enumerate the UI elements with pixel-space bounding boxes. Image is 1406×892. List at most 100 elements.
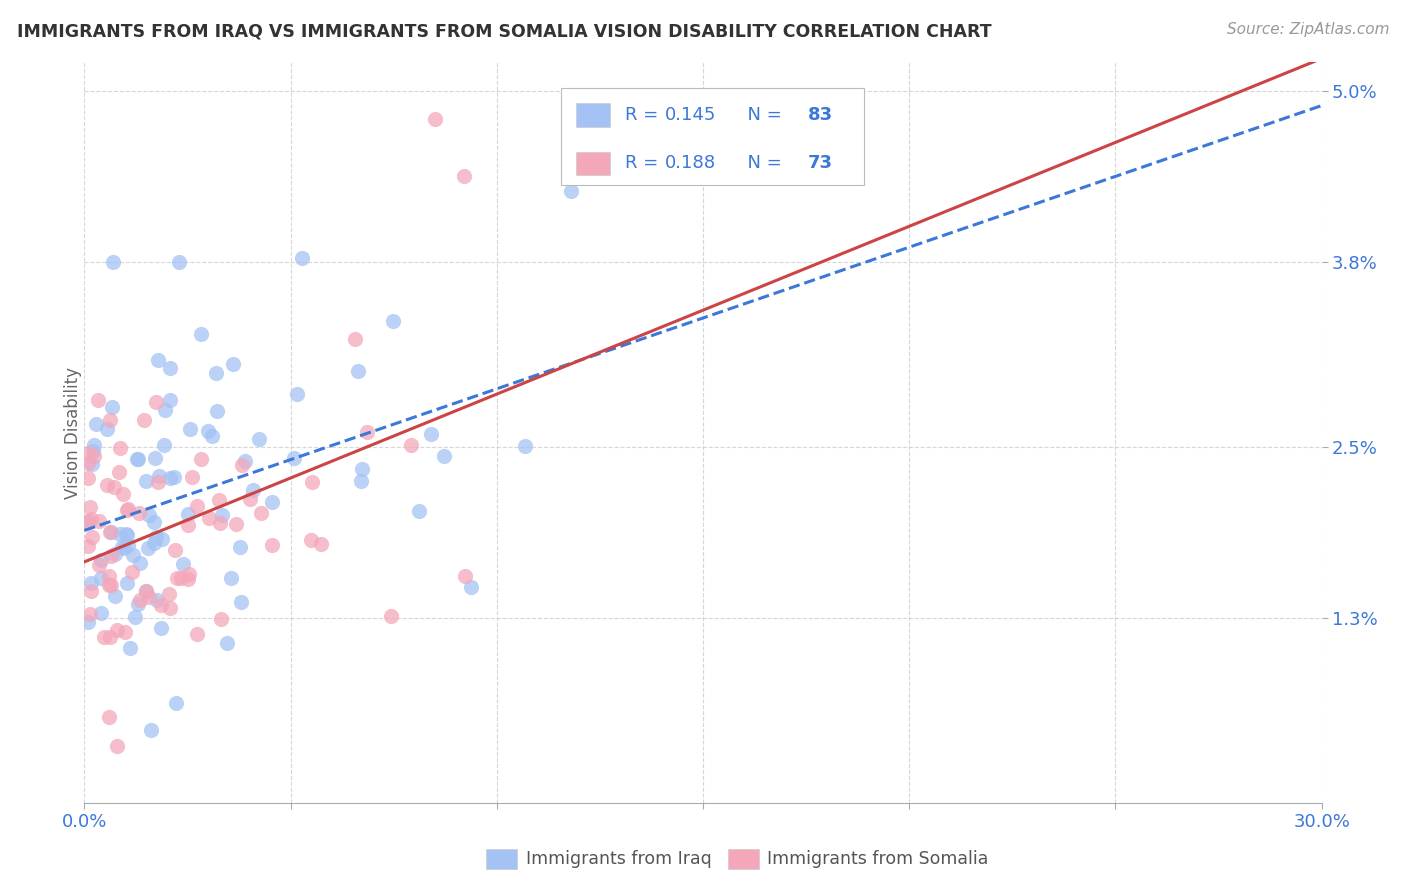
Point [350, 462, 373, 476]
Point [115, 576, 138, 591]
Point [103, 590, 125, 604]
Point [115, 528, 138, 542]
Point [100, 578, 122, 592]
Point [104, 547, 127, 561]
Point [105, 739, 128, 753]
Point [143, 515, 166, 529]
Point [129, 592, 152, 607]
Text: R =: R = [626, 154, 664, 172]
Point [127, 598, 149, 612]
Point [90, 553, 112, 567]
Point [159, 600, 181, 615]
Point [112, 541, 135, 556]
Point [262, 538, 284, 552]
Point [111, 540, 134, 554]
Point [163, 542, 186, 557]
Point [87, 392, 110, 407]
Point [291, 252, 314, 266]
Point [77, 615, 100, 629]
Point [262, 495, 284, 509]
Point [399, 438, 422, 452]
Text: N =: N = [737, 154, 787, 172]
Point [204, 366, 226, 380]
Point [132, 413, 155, 427]
Point [222, 357, 245, 371]
Point [208, 493, 231, 508]
Point [117, 502, 139, 516]
Point [128, 506, 150, 520]
Point [513, 439, 536, 453]
Point [145, 530, 167, 544]
Point [122, 548, 145, 562]
Point [560, 184, 582, 198]
Point [117, 538, 139, 552]
Point [77, 457, 100, 471]
Point [172, 557, 194, 571]
Point [419, 427, 441, 442]
Point [79, 576, 101, 591]
Bar [486, 848, 517, 870]
Point [208, 516, 231, 530]
Point [146, 593, 169, 607]
Point [82, 444, 104, 458]
Point [209, 612, 232, 626]
Point [167, 254, 190, 268]
Point [433, 449, 456, 463]
Point [118, 641, 141, 656]
Point [103, 479, 125, 493]
Point [100, 549, 122, 564]
Point [135, 583, 157, 598]
Bar [575, 103, 610, 128]
Point [347, 364, 370, 378]
Point [127, 452, 149, 467]
Point [153, 402, 176, 417]
Point [77, 539, 100, 553]
Point [142, 536, 165, 550]
Point [98, 630, 121, 644]
Point [96, 421, 118, 435]
Point [128, 557, 150, 571]
Point [103, 254, 125, 268]
Point [98, 413, 121, 427]
Point [205, 403, 228, 417]
Point [233, 454, 256, 468]
Point [100, 524, 122, 539]
Point [197, 425, 219, 439]
Text: N =: N = [737, 106, 787, 124]
Point [98, 524, 121, 539]
Point [121, 565, 143, 579]
Point [250, 506, 273, 520]
Y-axis label: Vision Disability: Vision Disability [65, 367, 82, 499]
Point [135, 475, 157, 489]
Text: Immigrants from Iraq: Immigrants from Iraq [526, 850, 711, 868]
Point [138, 508, 160, 523]
Point [177, 518, 200, 533]
Point [83, 438, 105, 452]
Point [166, 571, 188, 585]
Point [136, 541, 159, 556]
Point [356, 425, 378, 439]
Point [179, 422, 201, 436]
Point [96, 478, 118, 492]
Point [89, 558, 111, 572]
Text: R =: R = [626, 106, 664, 124]
Point [225, 517, 247, 532]
Point [90, 570, 112, 584]
Point [453, 169, 475, 184]
Point [98, 710, 121, 724]
Point [299, 533, 322, 548]
Point [101, 400, 124, 414]
Text: 0.145: 0.145 [665, 106, 716, 124]
Point [115, 503, 138, 517]
Point [179, 567, 201, 582]
Point [242, 483, 264, 498]
Point [382, 314, 405, 328]
Point [80, 512, 103, 526]
Point [159, 360, 181, 375]
Point [112, 487, 135, 501]
Point [301, 475, 323, 490]
Point [215, 635, 238, 649]
Point [159, 471, 181, 485]
Point [108, 441, 131, 455]
Point [201, 429, 224, 443]
